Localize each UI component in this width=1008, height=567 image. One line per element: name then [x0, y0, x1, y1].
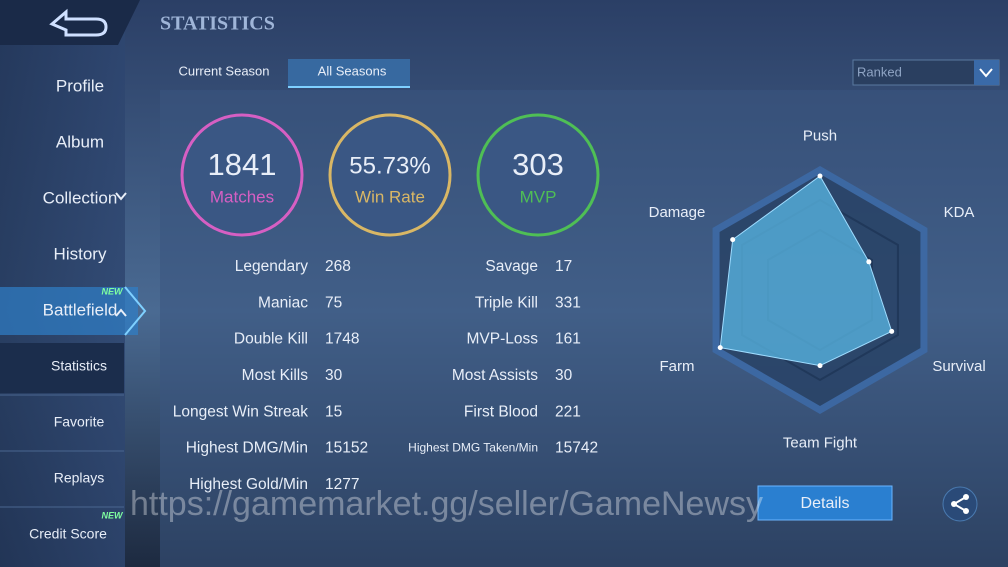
page-title: STATISTICS — [160, 13, 275, 35]
summary-value: 55.73% — [349, 152, 430, 179]
back-button[interactable] — [49, 8, 108, 37]
stat-label: Savage — [485, 258, 538, 275]
stat-value: 268 — [325, 258, 351, 275]
radar-point — [717, 345, 723, 351]
share-button[interactable] — [942, 486, 978, 522]
stat-value: 161 — [555, 331, 581, 348]
details-button[interactable] — [757, 485, 893, 521]
stat-label: Highest DMG/Min — [186, 440, 308, 457]
watermark: https://gamemarket.gg/seller/GameNewsy — [130, 485, 763, 523]
stat-label: Maniac — [258, 294, 308, 311]
stat-value: 17 — [555, 258, 572, 275]
stat-value: 1748 — [325, 331, 359, 348]
stat-value: 15742 — [555, 440, 598, 457]
tab-label[interactable]: Current Season — [178, 63, 269, 78]
tab-label[interactable]: All Seasons — [318, 63, 387, 78]
radar-point — [730, 237, 736, 243]
stat-label: Highest Gold/Min — [189, 476, 308, 493]
dropdown[interactable]: Ranked — [852, 59, 1000, 86]
summary-label: Win Rate — [355, 187, 425, 206]
sidebar — [0, 0, 125, 567]
radar-point — [817, 363, 823, 369]
back-area — [0, 0, 140, 45]
summary-ring — [476, 113, 600, 237]
radar-label: Survival — [932, 358, 985, 375]
radar-point — [817, 173, 823, 179]
submenu-item[interactable]: Credit Score — [29, 526, 107, 542]
submenu-item[interactable]: Statistics — [51, 358, 107, 374]
radar-label: Farm — [659, 358, 694, 375]
radar-point — [866, 259, 872, 265]
active-arrow — [124, 286, 147, 336]
summary-value: 1841 — [208, 147, 277, 182]
chevron-down — [115, 192, 127, 201]
stat-value: 30 — [325, 367, 343, 384]
stat-label: MVP-Loss — [467, 331, 539, 348]
menu-item[interactable]: Album — [56, 132, 104, 151]
stat-label: First Blood — [464, 403, 538, 420]
stat-label: Legendary — [235, 258, 309, 275]
radar-label: Damage — [649, 204, 706, 221]
stat-label: Longest Win Streak — [173, 403, 309, 420]
radar-label: KDA — [944, 204, 975, 221]
details-button-label[interactable]: Details — [801, 495, 850, 512]
active-submenu-highlight — [0, 343, 124, 393]
stat-label: Most Assists — [452, 367, 538, 384]
stat-label: Most Kills — [242, 367, 309, 384]
share-icon-dots — [951, 494, 969, 514]
dropdown-label[interactable]: Ranked — [857, 64, 902, 79]
stat-value: 15 — [325, 403, 342, 420]
stat-label: Double Kill — [234, 331, 308, 348]
stat-value: 1277 — [325, 476, 359, 493]
stat-value: 331 — [555, 294, 581, 311]
radar-label: Team Fight — [783, 435, 858, 452]
active-tab[interactable] — [288, 59, 410, 87]
dropdown-arrow — [979, 68, 993, 78]
menu-item[interactable]: Profile — [56, 76, 104, 95]
radar-point — [889, 328, 895, 334]
stat-label: Triple Kill — [475, 294, 538, 311]
dropdown-arrow-box[interactable] — [974, 60, 999, 85]
summary-ring — [328, 113, 452, 237]
stat-value: 221 — [555, 403, 581, 420]
stat-label: Highest DMG Taken/Min — [408, 441, 538, 455]
summary-label: MVP — [520, 187, 557, 206]
stat-value: 75 — [325, 294, 342, 311]
new-badge: NEW — [102, 510, 125, 520]
summary-value: 303 — [512, 147, 564, 182]
submenu-item[interactable]: Replays — [54, 470, 105, 486]
stat-value: 15152 — [325, 440, 368, 457]
summary-ring — [180, 113, 304, 237]
submenu-item[interactable]: Favorite — [54, 414, 105, 430]
summary-label: Matches — [210, 187, 274, 206]
stat-value: 30 — [555, 367, 573, 384]
active-menu-highlight — [0, 287, 138, 335]
new-badge: NEW — [102, 286, 125, 296]
menu-item[interactable]: Battlefield — [43, 300, 118, 319]
menu-item[interactable]: History — [54, 244, 107, 263]
radar-label: Push — [803, 127, 837, 144]
chevron-up — [115, 308, 127, 317]
menu-item[interactable]: Collection — [43, 188, 118, 207]
